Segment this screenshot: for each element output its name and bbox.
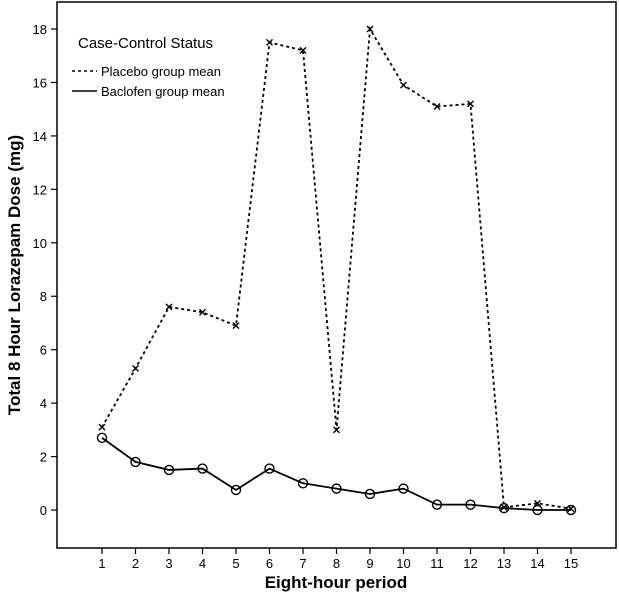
x-tick-label: 15 — [564, 556, 578, 571]
legend: Case-Control Status Placebo group mean B… — [72, 35, 225, 99]
legend-title: Case-Control Status — [78, 35, 213, 52]
data-point-baclofen — [96, 432, 108, 444]
data-point-baclofen — [398, 483, 409, 494]
y-axis-label: Total 8 Hour Lorazepam Dose (mg) — [5, 135, 24, 415]
y-tick-label: 10 — [33, 236, 47, 251]
x-tick-label: 8 — [333, 556, 340, 571]
data-point-placebo — [467, 100, 474, 108]
plot-frame — [56, 1, 617, 549]
data-point-placebo — [333, 426, 340, 434]
data-point-baclofen — [297, 478, 309, 489]
y-tick-label: 8 — [40, 289, 47, 304]
data-point-baclofen — [130, 456, 141, 468]
x-tick-label: 7 — [299, 556, 306, 571]
data-point-placebo — [366, 25, 374, 33]
y-tick-label: 2 — [40, 450, 47, 465]
data-point-baclofen — [331, 483, 342, 494]
x-tick-label: 14 — [530, 556, 544, 571]
data-point-placebo — [400, 81, 407, 89]
data-point-baclofen — [197, 463, 208, 474]
x-tick-label: 11 — [430, 556, 444, 571]
data-point-placebo — [199, 308, 206, 316]
y-tick-label: 4 — [40, 396, 47, 411]
data-point-baclofen — [230, 484, 242, 496]
y-tick-label: 16 — [33, 75, 47, 90]
y-tick-label: 12 — [33, 182, 47, 197]
data-point-placebo — [433, 103, 441, 111]
data-point-baclofen — [565, 504, 577, 516]
data-point-baclofen — [465, 499, 476, 510]
x-tick-label: 6 — [266, 556, 273, 571]
x-tick-label: 9 — [366, 556, 373, 571]
x-tick-label: 4 — [199, 556, 206, 571]
data-point-baclofen — [532, 504, 543, 516]
data-point-placebo — [98, 423, 106, 431]
legend-label-baclofen: Baclofen group mean — [101, 84, 225, 99]
x-tick-label: 12 — [463, 556, 477, 571]
data-point-placebo — [299, 46, 307, 54]
legend-label-placebo: Placebo group mean — [101, 64, 221, 79]
x-axis-label: Eight-hour period — [265, 573, 408, 592]
y-tick-label: 0 — [40, 503, 47, 518]
y-tick-label: 18 — [33, 22, 47, 37]
series-line-baclofen — [101, 437, 571, 511]
data-point-placebo — [165, 303, 173, 311]
x-tick-label: 10 — [396, 556, 410, 571]
data-point-baclofen — [364, 488, 376, 500]
y-tick-label: 14 — [33, 129, 47, 144]
x-tick-label: 5 — [232, 556, 239, 571]
x-tick-label: 2 — [132, 556, 139, 571]
data-point-baclofen — [498, 502, 510, 514]
x-tick-label: 1 — [98, 556, 105, 571]
data-point-placebo — [266, 38, 273, 46]
y-tick-label: 6 — [40, 343, 47, 358]
data-point-placebo — [132, 364, 139, 372]
data-point-baclofen — [163, 464, 175, 476]
data-point-placebo — [232, 322, 240, 330]
data-point-baclofen — [431, 499, 443, 510]
data-point-baclofen — [264, 463, 275, 474]
x-tick-label: 13 — [497, 556, 511, 571]
x-tick-label: 3 — [165, 556, 172, 571]
